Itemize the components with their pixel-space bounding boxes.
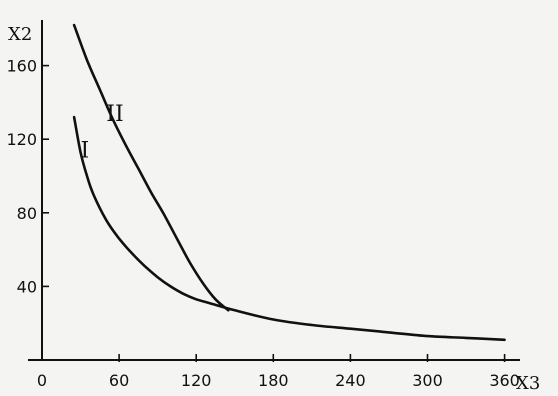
y-axis-title: X2: [8, 24, 32, 45]
x-tick-label: 360: [489, 371, 520, 390]
x-tick-label: 180: [258, 371, 289, 390]
x-axis-title: X3: [516, 373, 540, 394]
labels-group: III: [81, 102, 124, 164]
series-label-I: I: [81, 139, 90, 164]
x-tick-label: 0: [37, 371, 47, 390]
y-tick-label: 40: [17, 277, 37, 296]
series-group: [72, 23, 506, 342]
y-tick-label: 120: [6, 130, 37, 149]
x-tick-label: 120: [181, 371, 212, 390]
y-tick-label: 80: [17, 204, 37, 223]
series-line-I: [72, 115, 506, 342]
series-label-II: II: [106, 102, 123, 127]
x-tick-label: 240: [335, 371, 366, 390]
axes: 0 60 120 180 240 300 360 40 80 120 160 X3 X2: [6, 20, 540, 394]
x-tick-label: 60: [109, 371, 129, 390]
series-line-II: [72, 23, 230, 312]
y-tick-label: 160: [6, 57, 37, 76]
x-tick-label: 300: [412, 371, 443, 390]
